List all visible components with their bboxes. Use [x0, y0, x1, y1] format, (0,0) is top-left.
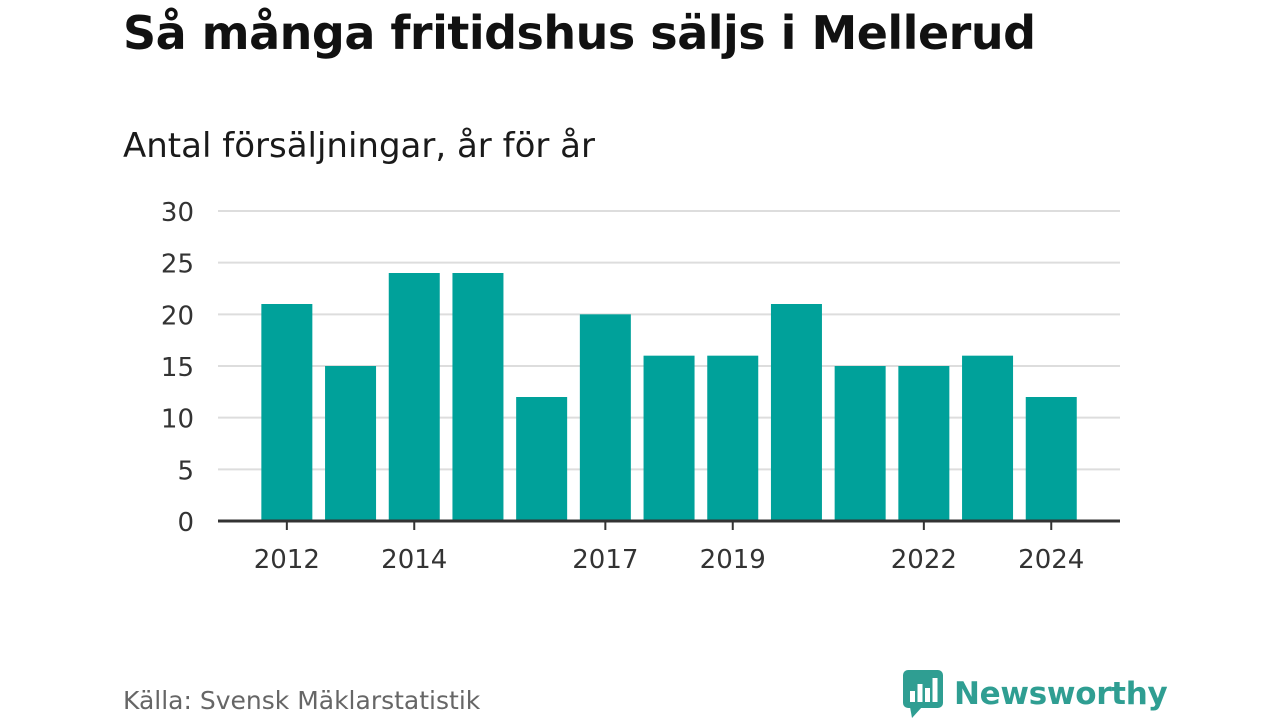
bar-2023: [962, 355, 1014, 521]
x-tick-label: 2022: [891, 545, 957, 575]
bar-2024: [1025, 397, 1077, 521]
bar-2022: [898, 366, 950, 521]
brand-logo: Newsworthy: [902, 668, 1168, 720]
bar-2018: [643, 355, 695, 521]
y-tick-label: 20: [161, 301, 194, 331]
bar-2012: [261, 304, 313, 521]
chart-title: Så många fritidshus säljs i Mellerud: [123, 6, 1036, 60]
brand-name: Newsworthy: [954, 676, 1168, 712]
y-axis-ticks: 0 5 10 15 20 25 30: [161, 198, 194, 538]
newsworthy-logo-icon: [903, 670, 943, 718]
source-note: Källa: Svensk Mäklarstatistik: [123, 686, 481, 715]
y-tick-label: 25: [161, 250, 194, 280]
y-tick-label: 30: [161, 198, 194, 228]
bar-2019: [707, 355, 759, 521]
bar-2016: [516, 397, 568, 521]
x-tick-label: 2012: [254, 545, 320, 575]
bar-2021: [834, 366, 886, 521]
x-tick-label: 2014: [381, 545, 447, 575]
x-tick-label: 2019: [700, 545, 766, 575]
chart-subtitle: Antal försäljningar, år för år: [123, 126, 595, 166]
bar-2015: [452, 273, 504, 521]
bar-2013: [325, 366, 377, 521]
bar-2020: [770, 304, 822, 521]
x-axis: 2012 2014 2017 2019 2022 2024: [218, 519, 1120, 575]
y-tick-label: 0: [177, 508, 194, 538]
bar-chart: 0 5 10 15 20 25 30 2012 2014 2017 2019 2022 2024: [161, 198, 1120, 575]
bar-2014: [388, 273, 440, 521]
x-tick-label: 2024: [1018, 545, 1084, 575]
y-tick-label: 10: [161, 405, 194, 435]
y-tick-label: 15: [161, 353, 194, 383]
y-tick-label: 5: [177, 456, 194, 486]
bar-2017: [579, 314, 631, 521]
x-tick-label: 2017: [572, 545, 638, 575]
bars: [261, 273, 1077, 521]
